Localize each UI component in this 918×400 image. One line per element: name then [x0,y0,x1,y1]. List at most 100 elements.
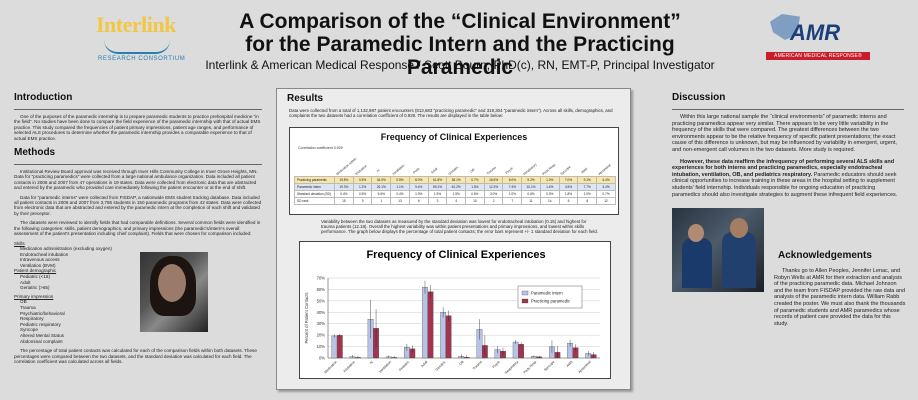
bar-intern [440,312,445,358]
table-cell: 8.0% [409,176,428,183]
table-cell: 0.5% [353,176,372,183]
methods-p1: Institutional Review Board approval was … [14,169,262,191]
paramedics-photo [672,208,764,292]
x-tick-label: Abdominal [577,360,591,374]
row-label: Paramedic intern [295,183,335,190]
table-cell: 7.7% [578,183,597,190]
introduction-body: One of the purposes of the paramedic int… [14,114,262,141]
y-tick-label: 20% [317,333,326,338]
table-cell: 1.2% [353,183,372,190]
bar-practicing [337,335,342,358]
frequency-chart: Frequency of Clinical Experiences 0% 10% 20… [299,241,611,379]
table-cell: 2 [484,197,503,204]
x-tick-label: Peds Resp [523,360,538,375]
table-cell: 7.4% [503,183,522,190]
table-cell: 12.3% [484,183,503,190]
column-header: Syncope [559,154,578,176]
column-header: Medication admin. [335,154,354,176]
table-cell: 3.0% [484,190,503,197]
divider [14,109,262,110]
photo-face [158,264,186,302]
introduction-heading: Introduction [14,92,262,103]
legend-box [518,286,582,308]
legend-swatch [522,291,528,295]
table-cell: 1.5% [447,190,466,197]
legend-label: Paramedic intern [531,291,563,296]
column-header: Respiratory [522,154,541,176]
table-cell: 0.5% [353,190,372,197]
table-cell: 38.1% [447,176,466,183]
photo-head [730,218,748,238]
table-cell: 1.0% [540,176,559,183]
column-header: Peds Resp. [540,154,559,176]
x-tick-label: Medication [323,360,338,375]
table-corner [295,154,335,176]
table-cell: 9.2% [522,176,541,183]
table-cell: 59.1% [428,183,447,190]
y-tick-label: 30% [317,321,326,326]
x-tick-label: Intubation [343,360,356,373]
y-axis-label: Percent of Patient Contacts [304,293,309,344]
frequency-table-box: Frequency of Clinical Experiences Correl… [289,127,619,215]
results-text: Data were collected from a total of 1,13… [289,108,624,118]
table-cell: 1.9% [428,190,447,197]
table-cell: 6.0% [503,176,522,183]
table-cell: 15 [335,197,354,204]
title-line-1: A Comparison of the “Clinical Environmen… [190,10,730,33]
discussion-p1: Within this large national sample the “c… [672,114,904,154]
row-label: Standard deviation (SD) [295,190,335,197]
table-cell: 1.0% [503,190,522,197]
table-row: SD rank 15 9 1 13 6 3 4 10 2 7 11 14 5 8 12 [295,197,616,204]
methods-p2: Data for “paramedic interns” were collec… [14,195,262,217]
list-item: Geriatric (>65) [14,285,262,291]
table-cell: 1.0% [409,190,428,197]
table-cell: 4 [447,197,466,204]
comparison-fields-list: Skills Medication administration (exclud… [14,241,262,345]
table-cell: 16.5% [484,176,503,183]
y-tick-label: 60% [317,287,326,292]
interlink-logo-sub: RESEARCH CONSORTIUM [98,56,185,62]
column-header: Adult [428,154,447,176]
table-cell: 10.1% [522,183,541,190]
row-label: SD rank [295,197,335,204]
table-body: Practicing paramedic 19.8% 0.5% 34.0% 0.5% 8.… [295,176,616,204]
table-cell: 34.0% [372,176,391,183]
column-header: AMS [578,154,597,176]
column-header: IV [372,154,391,176]
methods-closing: The percentage of total patient contacts… [14,348,262,364]
chart-title: Frequency of Clinical Experiences [366,249,545,261]
right-column: Discussion Within this large national sa… [672,92,904,203]
table-cell: 9.4% [409,183,428,190]
legend-swatch [522,299,528,303]
row-label: Practicing paramedic [295,176,335,183]
table-cell: 8 [578,197,597,204]
title-line-2: for the Paramedic Intern and the Practic… [190,33,730,79]
left-column: Introduction One of the purposes of the … [14,92,262,368]
table-cell: 0.7% [466,176,485,183]
table-cell: 26.1% [372,183,391,190]
introduction-text: One of the purposes of the paramedic int… [14,114,262,141]
column-header: Ventilation [391,154,410,176]
table-cell: 7.0% [559,176,578,183]
methods-p3: The datasets were reviewed to identify f… [14,220,262,236]
x-tick-label: Trauma [472,360,483,371]
table-cell: 1.1% [391,183,410,190]
list-item: Abdominal complaint [14,339,262,345]
table-cell: 10 [466,197,485,204]
x-tick-label: IV [369,359,375,365]
table-cell: 19.8% [335,176,354,183]
interlink-logo-word: Interlink [96,12,176,38]
table-cell: 0.6% [522,190,541,197]
y-tick-label: 0% [319,356,325,361]
table-cell: 40.2% [447,183,466,190]
table-cell: 0.4% [335,190,354,197]
discussion-heading: Discussion [672,92,904,103]
x-tick-label: Respiratory [504,360,519,375]
table-cell: 1 [372,197,391,204]
amr-logo-band: AMERICAN MEDICAL RESPONSE® [766,52,870,60]
interlink-logo-arc [104,40,170,54]
y-tick-label: 40% [317,310,326,315]
table-cell: 5 [559,197,578,204]
table-cell: 0.3% [540,190,559,197]
results-variability-text: Variability between the two datasets as … [321,219,601,235]
